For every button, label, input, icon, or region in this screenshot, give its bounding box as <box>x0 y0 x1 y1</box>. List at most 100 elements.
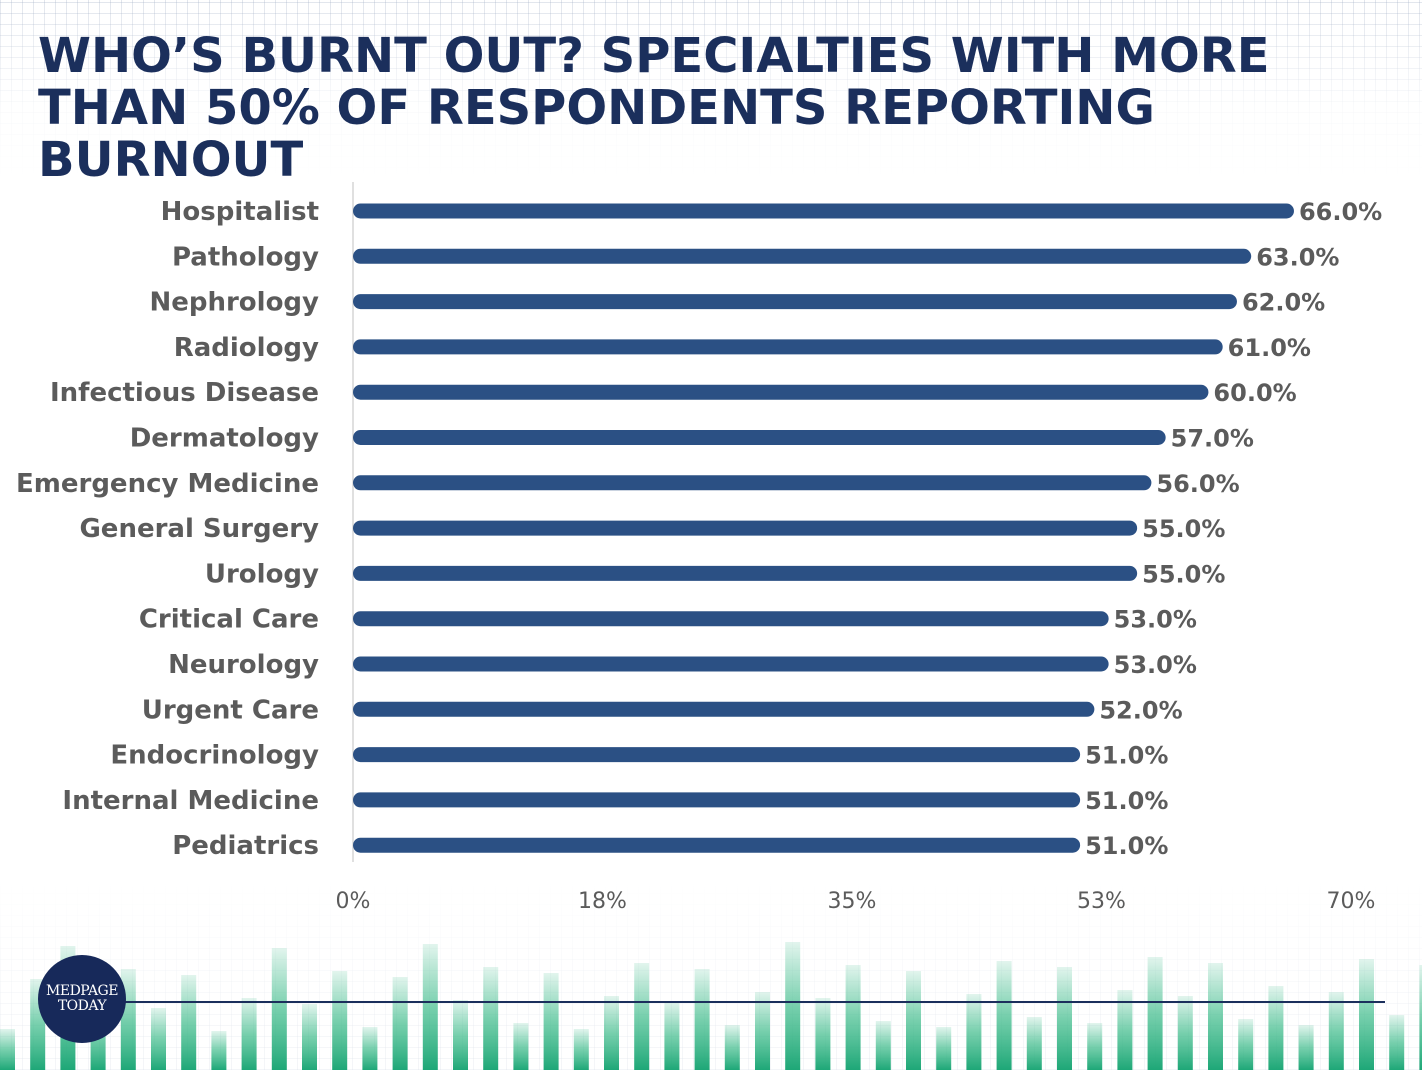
category-label: Critical Care <box>139 605 319 635</box>
bar <box>353 248 1252 264</box>
bar <box>353 701 1095 717</box>
bar <box>353 792 1081 808</box>
footer-bar <box>151 1008 166 1070</box>
category-label: Infectious Disease <box>50 378 319 408</box>
footer-bar <box>453 1000 468 1070</box>
category-label: Endocrinology <box>110 741 319 771</box>
bar <box>353 747 1081 763</box>
bar <box>353 430 1166 445</box>
category-label: Dermatology <box>130 424 319 454</box>
footer-bar <box>1208 963 1223 1070</box>
footer-bar <box>1419 965 1422 1070</box>
category-label: Urgent Care <box>142 695 319 725</box>
footer-bar <box>211 1031 227 1070</box>
footer-bar <box>1026 1017 1042 1070</box>
bar <box>353 837 1081 853</box>
bar <box>353 294 1237 310</box>
value-label: 53.0% <box>1114 651 1197 679</box>
footer-bar <box>815 998 831 1070</box>
footer-bar <box>543 973 559 1070</box>
value-label: 61.0% <box>1228 334 1311 362</box>
value-label: 51.0% <box>1085 787 1168 815</box>
bar-chart: Hospitalist 66.0% Pathology 63.0% Nephrology… <box>16 182 1382 914</box>
value-label: 60.0% <box>1213 379 1296 407</box>
footer-bar <box>694 969 710 1070</box>
x-tick-label: 53% <box>1077 889 1126 914</box>
value-label: 52.0% <box>1099 696 1182 724</box>
logo-text-line1: MEDPAGE <box>46 983 118 999</box>
footer-bar <box>604 996 619 1070</box>
footer-bar <box>332 971 348 1070</box>
category-label: Emergency Medicine <box>16 469 319 499</box>
x-tick-label: 35% <box>828 889 877 914</box>
footer-decoration <box>0 942 1422 1070</box>
footer-bar <box>634 963 650 1070</box>
category-label: Internal Medicine <box>62 786 319 816</box>
footer-bar <box>392 977 408 1070</box>
category-label: Pathology <box>172 242 319 272</box>
bar <box>353 656 1109 672</box>
bar <box>353 475 1152 491</box>
footer-bar <box>271 948 287 1070</box>
footer-bar <box>755 992 770 1070</box>
bar <box>353 384 1209 400</box>
footer-bar <box>1268 986 1284 1070</box>
category-label: Pediatrics <box>172 831 319 861</box>
bar <box>353 203 1294 219</box>
value-label: 66.0% <box>1299 198 1382 226</box>
x-tick-label: 70% <box>1327 889 1376 914</box>
footer-bar <box>1087 1023 1103 1070</box>
footer-bar <box>724 1025 740 1070</box>
footer-bar <box>1177 996 1193 1070</box>
footer-bar <box>1057 967 1072 1070</box>
footer-bar <box>1389 1015 1405 1070</box>
category-label: Nephrology <box>149 288 319 318</box>
footer-bar <box>1359 959 1374 1070</box>
category-label: Hospitalist <box>161 197 319 227</box>
footer-bar <box>422 944 438 1070</box>
x-tick-label: 18% <box>578 889 627 914</box>
value-label: 51.0% <box>1085 832 1168 860</box>
footer-bar <box>0 1029 15 1070</box>
category-label: Neurology <box>168 650 319 680</box>
value-label: 55.0% <box>1142 515 1225 543</box>
footer-bar <box>906 971 921 1070</box>
footer-bar <box>1147 957 1163 1070</box>
footer-bar <box>573 1029 589 1070</box>
footer-bar <box>996 961 1012 1070</box>
footer-bar <box>1117 990 1133 1070</box>
bar <box>353 565 1138 581</box>
value-label: 51.0% <box>1085 742 1168 770</box>
footer-bar <box>513 1023 529 1070</box>
value-label: 57.0% <box>1171 425 1254 453</box>
medpage-today-logo: MEDPAGE TODAY <box>38 955 126 1043</box>
bar <box>353 611 1109 627</box>
footer-bar <box>483 967 499 1070</box>
footer-bar <box>362 1027 378 1070</box>
footer-bar <box>664 1002 680 1070</box>
x-tick-label: 0% <box>336 889 371 914</box>
plot-area: Hospitalist 66.0% Pathology 63.0% Nephrology… <box>16 182 1382 914</box>
footer-bar <box>875 1021 891 1070</box>
value-label: 56.0% <box>1156 470 1239 498</box>
footer-bar <box>1328 992 1344 1070</box>
category-label: General Surgery <box>79 514 319 544</box>
footer-bar <box>181 975 197 1070</box>
bar <box>353 339 1223 355</box>
footer-bar <box>966 994 982 1070</box>
footer-bar <box>936 1027 952 1070</box>
footer-bar <box>1238 1019 1254 1070</box>
category-label: Radiology <box>174 333 319 363</box>
footer-bar <box>1298 1025 1314 1070</box>
footer-bar <box>302 1004 317 1070</box>
value-label: 53.0% <box>1114 606 1197 634</box>
value-label: 62.0% <box>1242 289 1325 317</box>
value-label: 55.0% <box>1142 560 1225 588</box>
footer-bar <box>785 942 801 1070</box>
value-label: 63.0% <box>1256 243 1339 271</box>
footer-bars <box>0 942 1422 1070</box>
bar <box>353 520 1138 536</box>
footer-bar <box>241 998 257 1070</box>
chart-title: WHO’S BURNT OUT? SPECIALTIES WITH MORE T… <box>38 28 1270 188</box>
footer-bar <box>845 965 861 1070</box>
